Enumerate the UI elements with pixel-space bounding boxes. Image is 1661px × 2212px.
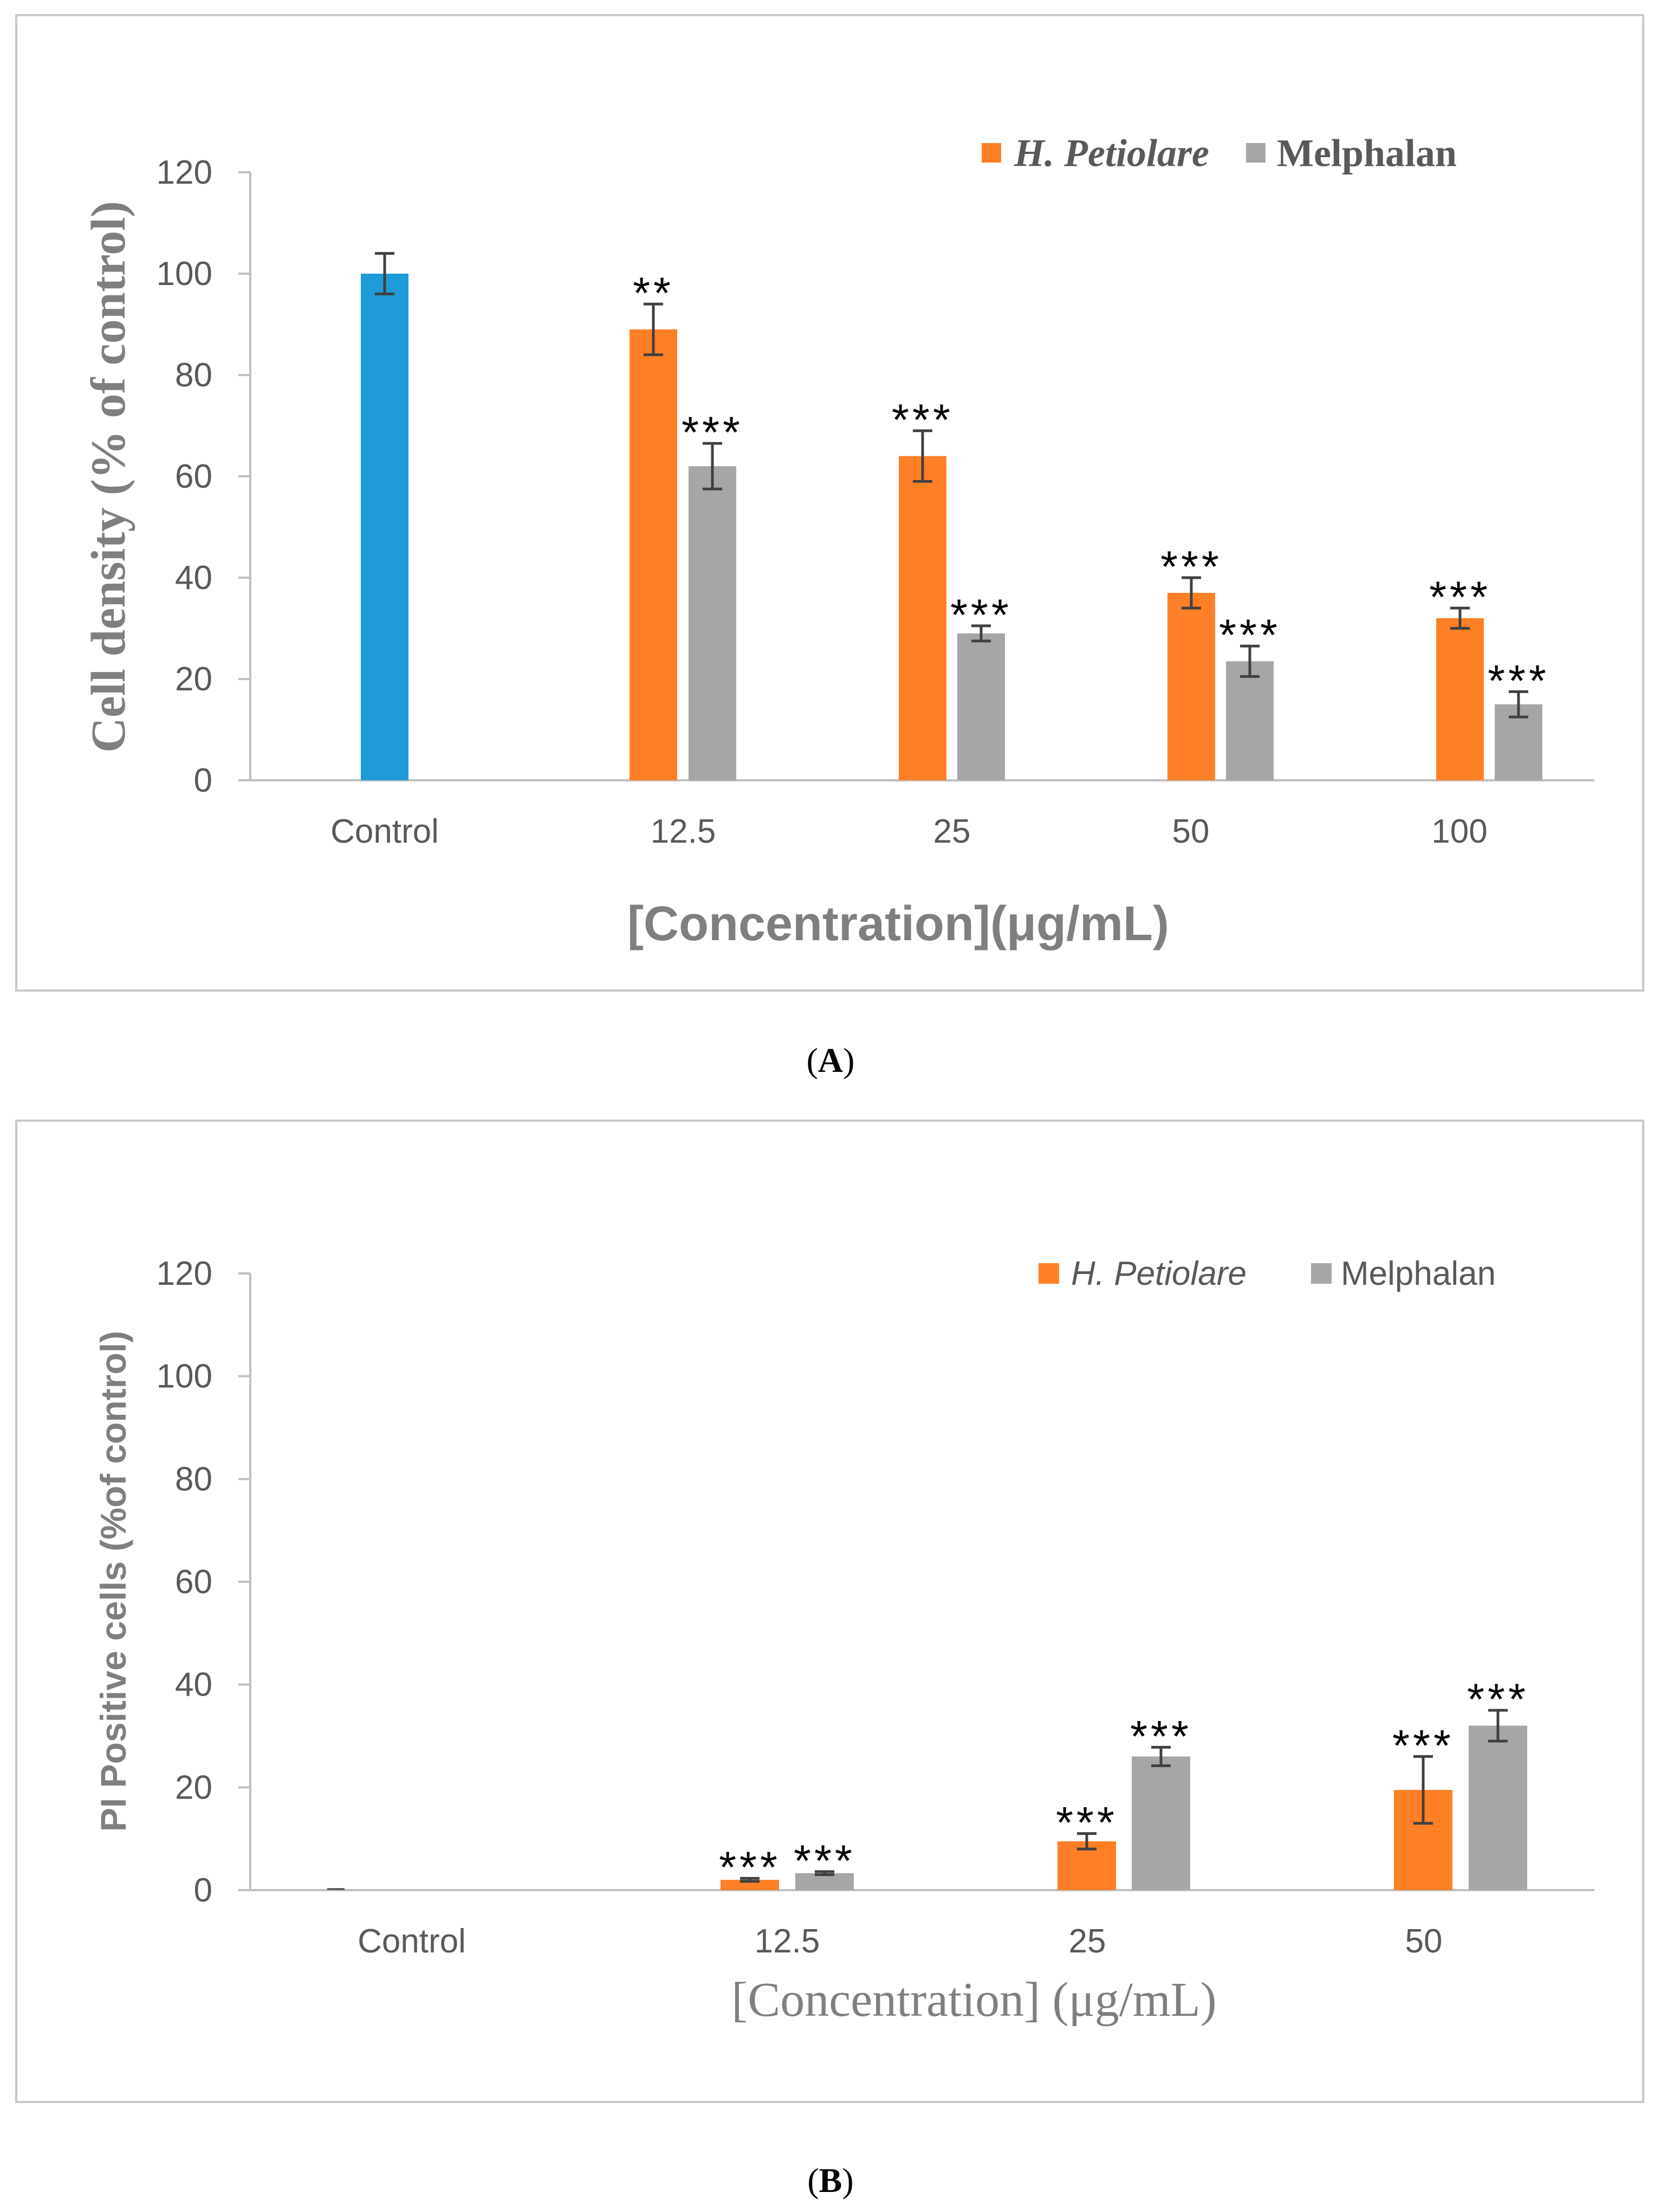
significance-marker: *** [682, 408, 743, 457]
legend-swatch [982, 143, 1001, 163]
legend-label: H. Petiolare [1014, 131, 1209, 174]
y-axis-title: PI Positive cells (%of control) [93, 1331, 133, 1832]
significance-marker: *** [1392, 1721, 1454, 1770]
chart-frame [15, 1120, 1644, 2103]
y-tick-label: 60 [175, 458, 212, 495]
x-tick-label: Control [330, 813, 439, 850]
significance-marker: *** [794, 1836, 855, 1886]
bar [1226, 661, 1274, 780]
y-tick-label: 40 [175, 1666, 212, 1704]
bar [1167, 593, 1215, 780]
bar [899, 456, 946, 780]
y-tick-label: 80 [175, 357, 212, 394]
y-tick-label: 120 [157, 154, 212, 191]
bar [721, 1880, 779, 1890]
significance-marker: *** [950, 591, 1012, 640]
y-axis-title: Cell density (% of control) [82, 201, 135, 753]
significance-marker: *** [1467, 1675, 1529, 1724]
significance-marker: *** [1429, 573, 1491, 622]
bar [1436, 618, 1484, 780]
panel-b-caption: (B) [807, 2161, 853, 2200]
y-tick-label: 120 [157, 1255, 212, 1292]
bar [1469, 1725, 1527, 1890]
significance-marker: *** [1056, 1799, 1118, 1848]
x-tick-label: 25 [1069, 1923, 1106, 1960]
bar [361, 274, 408, 780]
y-tick-label: 100 [157, 255, 212, 293]
x-tick-label: 50 [1172, 813, 1210, 850]
significance-marker: *** [1219, 611, 1281, 660]
legend-swatch [1246, 143, 1266, 163]
significance-marker: ** [633, 269, 674, 318]
x-tick-label: 12.5 [755, 1923, 820, 1960]
y-tick-label: 0 [194, 762, 212, 799]
x-tick-label: 100 [1431, 813, 1487, 850]
y-tick-label: 20 [175, 661, 212, 698]
y-tick-label: 60 [175, 1563, 212, 1601]
x-tick-label: 50 [1405, 1923, 1443, 1960]
x-tick-label: 25 [933, 813, 971, 850]
legend-label: H. Petiolare [1071, 1255, 1247, 1292]
panel-a-caption: (A) [807, 1041, 855, 1079]
chart-frame [15, 14, 1644, 992]
legend-swatch [1311, 1263, 1332, 1284]
legend-label: Melphalan [1277, 131, 1457, 174]
y-tick-label: 40 [175, 559, 212, 597]
bar [689, 466, 736, 780]
legend-swatch [1039, 1263, 1059, 1284]
y-tick-label: 0 [194, 1872, 212, 1909]
significance-marker: *** [1130, 1712, 1192, 1761]
y-tick-label: 100 [157, 1358, 212, 1395]
significance-marker: *** [1160, 542, 1222, 592]
legend-label: Melphalan [1341, 1255, 1496, 1292]
x-axis-title: [Concentration](μg/mL) [627, 897, 1169, 951]
y-tick-label: 80 [175, 1460, 212, 1498]
x-tick-label: Control [358, 1923, 466, 1960]
x-axis-title: [Concentration] (μg/mL) [731, 1973, 1216, 2027]
y-tick-label: 20 [175, 1769, 212, 1806]
significance-marker: *** [1488, 656, 1549, 706]
x-tick-label: 12.5 [651, 813, 716, 850]
bar [957, 633, 1005, 780]
significance-marker: *** [892, 396, 953, 445]
bar [1132, 1756, 1190, 1890]
significance-marker: *** [719, 1843, 781, 1892]
bar [630, 329, 677, 780]
